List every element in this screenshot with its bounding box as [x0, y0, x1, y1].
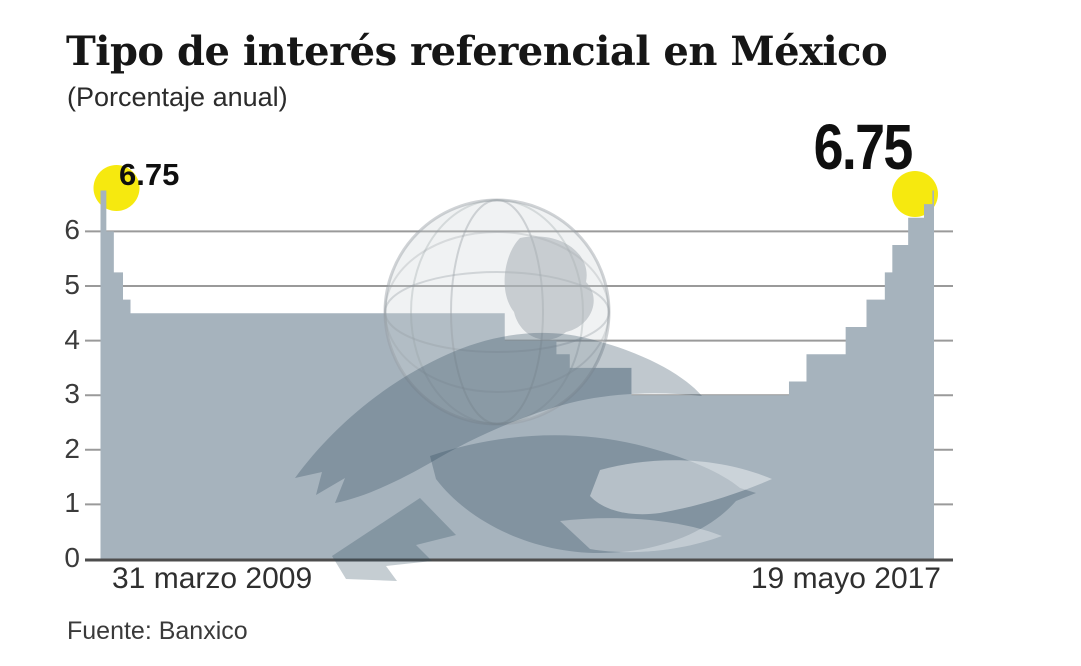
start-value-label: 6.75 [119, 157, 180, 192]
chart-title: Tipo de interés referencial en México [66, 28, 888, 75]
y-axis-label: 4 [64, 323, 80, 355]
area-series [100, 190, 934, 559]
x-axis-label-end: 19 mayo 2017 [750, 562, 941, 595]
source-note: Fuente: Banxico [67, 617, 248, 645]
x-axis-label-start: 31 marzo 2009 [112, 562, 313, 595]
end-value-label: 6.75 [814, 111, 914, 183]
y-axis-label: 0 [64, 542, 80, 573]
y-axis-label: 3 [64, 378, 80, 410]
y-axis-label: 5 [64, 269, 80, 300]
y-axis-label: 1 [64, 487, 80, 519]
chart-subtitle: (Porcentaje anual) [67, 82, 288, 112]
eagle-globe-watermark-icon [295, 198, 772, 581]
y-axis-label: 6 [64, 214, 80, 246]
y-axis-label: 2 [64, 432, 80, 464]
